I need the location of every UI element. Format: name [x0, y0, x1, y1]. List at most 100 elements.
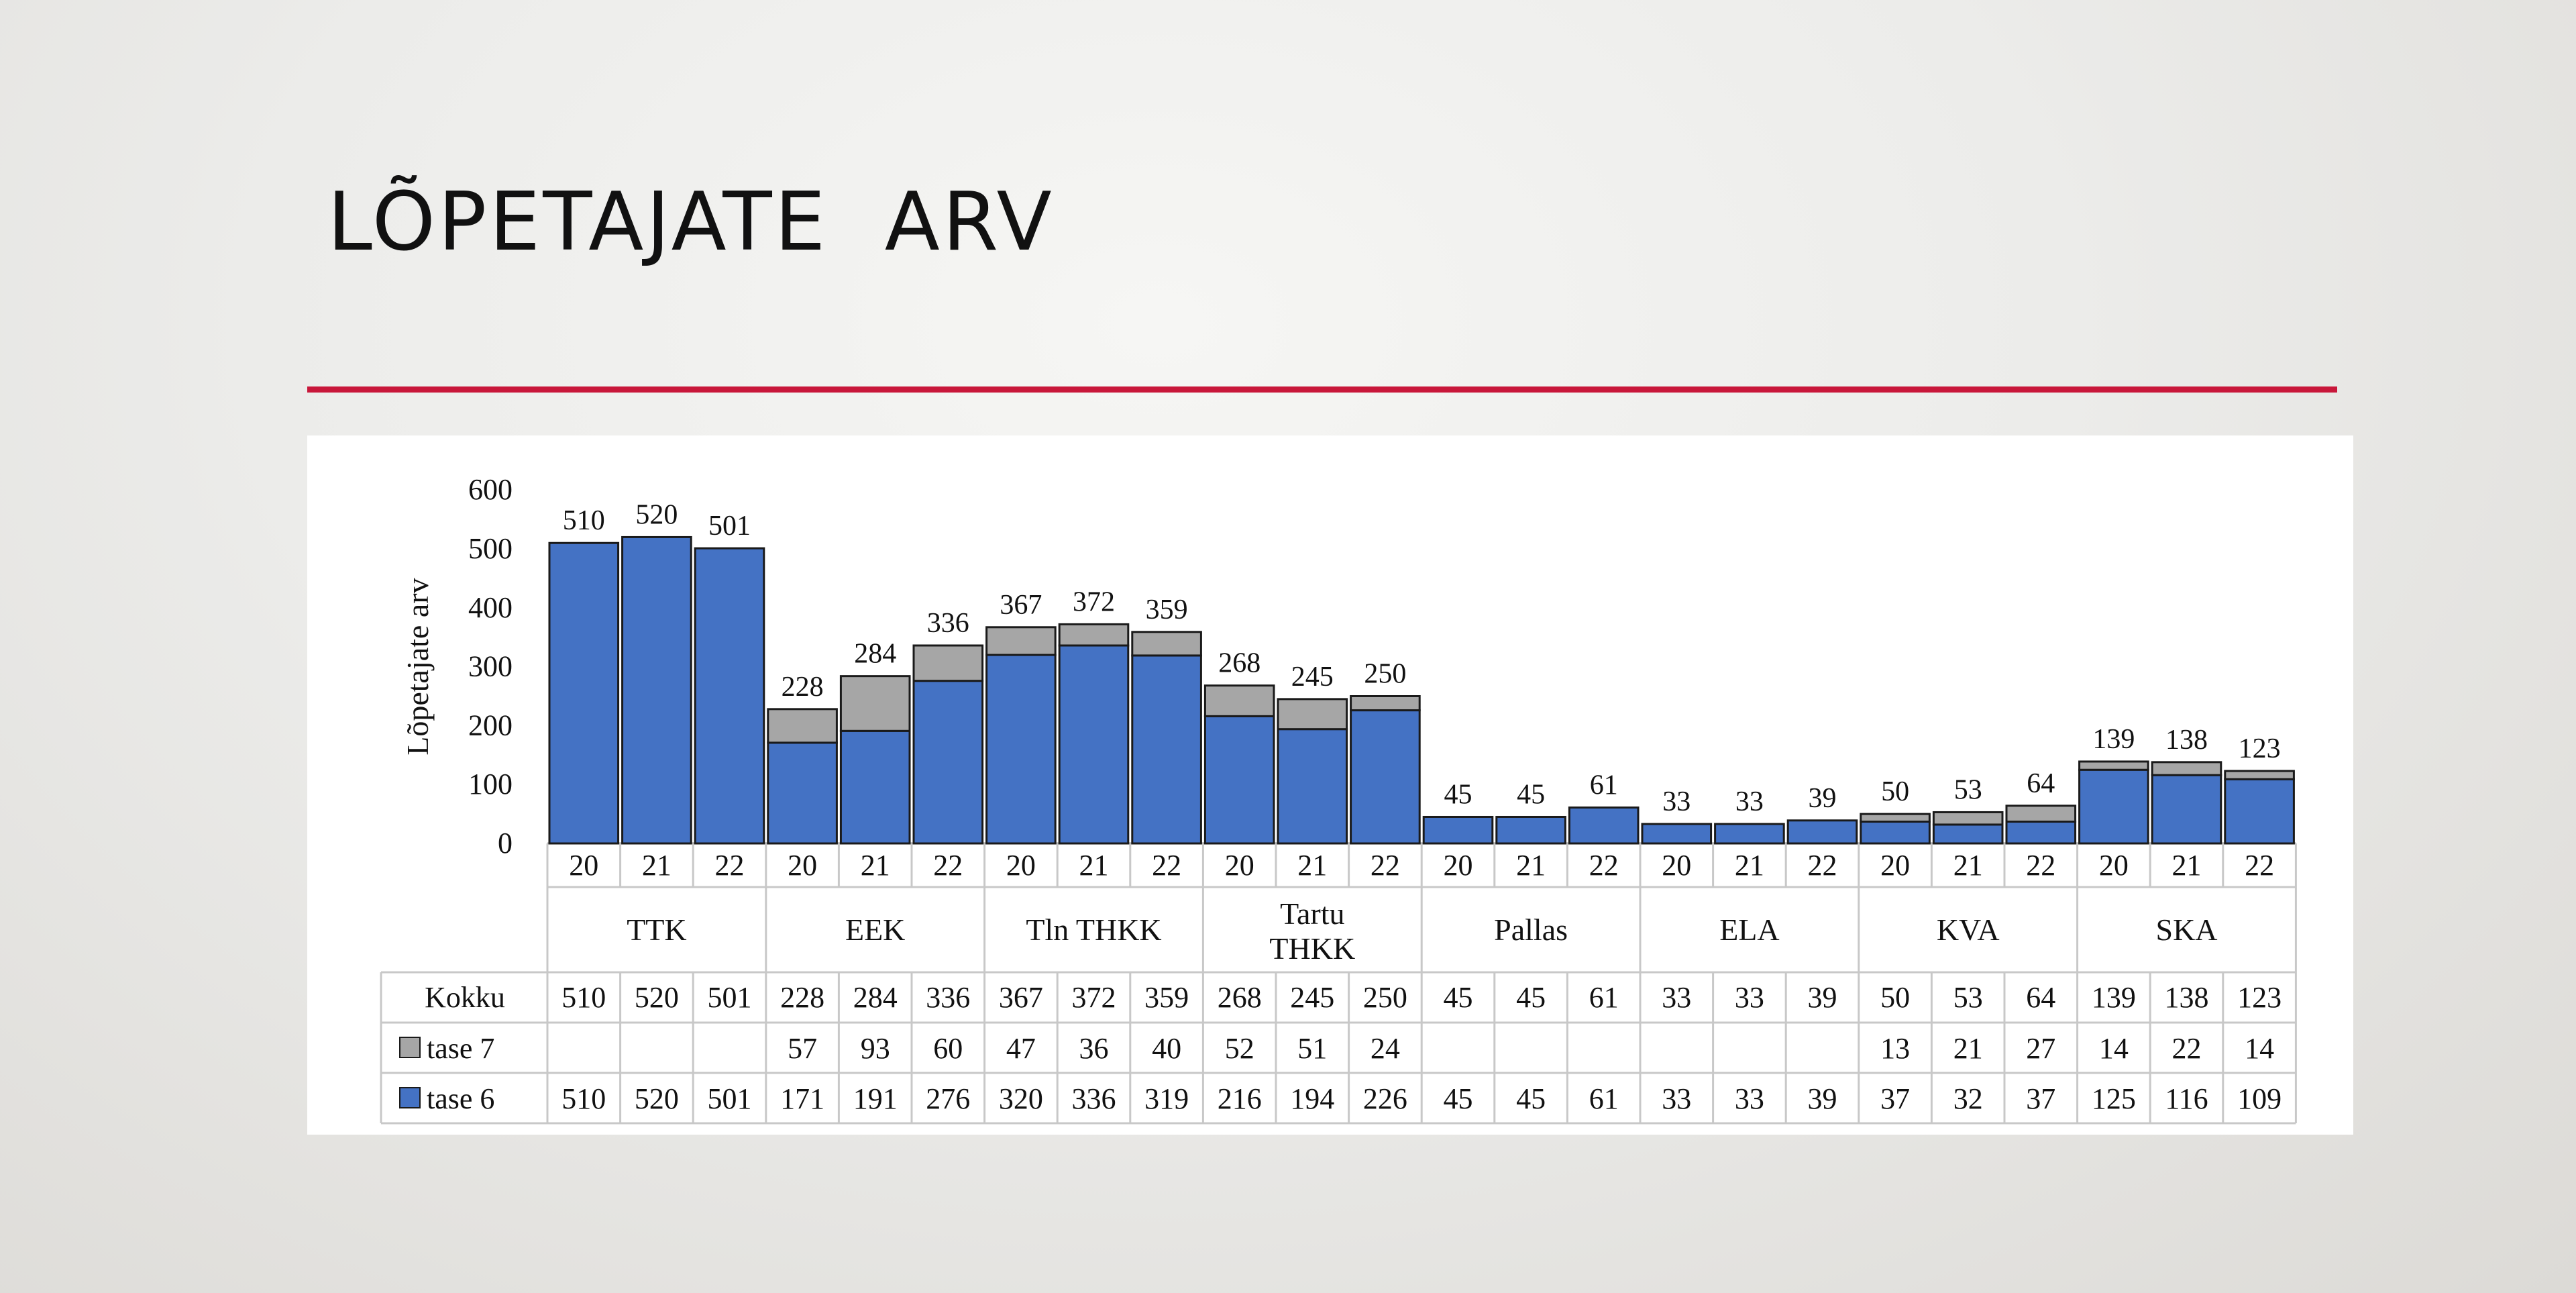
- year-label: 21: [1516, 849, 1546, 882]
- table-cell: 51: [1297, 1032, 1327, 1065]
- year-label: 21: [1735, 849, 1764, 882]
- bar-tase7: [2224, 770, 2295, 780]
- year-label: 20: [1880, 849, 1910, 882]
- data-table: 20 21 22 TTK 20 21 22 EEK 20 21 22 Tln THKK 20 21 22 Ta…: [399, 849, 2282, 1115]
- bar-total-label: 45: [1444, 779, 1472, 810]
- table-cell: 228: [780, 981, 824, 1014]
- y-axis: 0 100 200 300 400 500 600 Lõpetajate arv: [400, 473, 513, 860]
- table-cell: 359: [1144, 981, 1189, 1014]
- bar-tase7: [767, 708, 838, 744]
- group-label: EEK: [845, 913, 905, 947]
- year-label: 20: [1444, 849, 1473, 882]
- group-label: SKA: [2155, 913, 2217, 947]
- table-cell: 520: [635, 1082, 679, 1115]
- year-label: 21: [1297, 849, 1327, 882]
- year-label: 22: [1808, 849, 1837, 882]
- bar-total-label: 284: [854, 639, 896, 670]
- table-cell: 37: [1880, 1082, 1910, 1115]
- year-label: 22: [1371, 849, 1400, 882]
- bar-tase7: [2005, 805, 2077, 823]
- y-axis-label: Lõpetajate arv: [400, 578, 435, 755]
- table-cell: 93: [861, 1032, 890, 1065]
- bar-tase6: [621, 535, 692, 845]
- bar-total-label: 367: [1000, 590, 1042, 621]
- table-cell: 501: [708, 981, 752, 1014]
- table-cell: 125: [2092, 1082, 2136, 1115]
- bar-tase6: [1860, 821, 1931, 845]
- row-label-kokku: Kokku: [425, 981, 505, 1014]
- table-cell: 64: [2026, 981, 2055, 1014]
- y-tick-label: 600: [468, 473, 513, 506]
- table-cell: 45: [1516, 1082, 1546, 1115]
- bar-tase6: [767, 741, 838, 845]
- bar-total-label: 138: [2165, 725, 2208, 756]
- table-cell: 245: [1290, 981, 1334, 1014]
- title-divider: [307, 386, 2337, 393]
- table-cell: 22: [2172, 1032, 2202, 1065]
- bar-total-label: 64: [2027, 768, 2055, 799]
- group-label: ELA: [1719, 913, 1779, 947]
- year-label: 22: [715, 849, 745, 882]
- table-cell: 47: [1006, 1032, 1036, 1065]
- table-cell: 123: [2237, 981, 2282, 1014]
- table-cell: 14: [2245, 1032, 2274, 1065]
- bar-tase6: [1058, 644, 1130, 845]
- bar-tase7: [2078, 760, 2149, 771]
- y-tick-label: 200: [468, 709, 513, 741]
- table-cell: 40: [1152, 1032, 1181, 1065]
- bar-tase6: [1277, 728, 1348, 845]
- group-label: Tln THKK: [1026, 913, 1161, 947]
- table-cell: 39: [1808, 981, 1837, 1014]
- bar-total-label: 139: [2092, 724, 2135, 755]
- bar-tase6: [839, 729, 911, 845]
- bar-tase7: [1350, 695, 1421, 712]
- table-cell: 319: [1144, 1082, 1189, 1115]
- bar-total-label: 268: [1218, 648, 1260, 679]
- year-label: 21: [2172, 849, 2202, 882]
- table-cell: 27: [2026, 1032, 2055, 1065]
- group-label: Pallas: [1494, 913, 1568, 947]
- table-cell: 45: [1444, 1082, 1473, 1115]
- year-label: 21: [642, 849, 672, 882]
- bar-tase6: [2078, 768, 2149, 845]
- year-label: 20: [1225, 849, 1254, 882]
- group-label: KVA: [1937, 913, 2000, 947]
- table-cell: 14: [2099, 1032, 2129, 1065]
- bars: [548, 535, 2295, 845]
- year-label: 22: [2245, 849, 2274, 882]
- bar-tase7: [912, 644, 984, 682]
- table-cell: 216: [1218, 1082, 1262, 1115]
- table-cell: 45: [1516, 981, 1546, 1014]
- y-tick-label: 100: [468, 768, 513, 800]
- bar-total-label: 372: [1073, 586, 1115, 617]
- bar-total-label: 520: [635, 499, 678, 530]
- table-cell: 250: [1363, 981, 1407, 1014]
- table-grid: [380, 842, 2297, 1125]
- table-cell: 21: [1953, 1032, 1983, 1065]
- table-cell: 510: [561, 1082, 606, 1115]
- table-cell: 284: [853, 981, 898, 1014]
- table-cell: 32: [1953, 1082, 1983, 1115]
- table-cell: 33: [1735, 981, 1764, 1014]
- bar-tase6: [2224, 778, 2295, 845]
- bar-total-label: 33: [1735, 786, 1764, 817]
- table-cell: 226: [1363, 1082, 1407, 1115]
- year-label: 20: [569, 849, 598, 882]
- group-label: Tartu THKK: [1269, 896, 1355, 966]
- table-cell: 276: [926, 1082, 970, 1115]
- table-cell: 191: [853, 1082, 898, 1115]
- table-cell: 139: [2092, 981, 2136, 1014]
- legend-swatch: [399, 1087, 421, 1108]
- table-cell: 520: [635, 981, 679, 1014]
- table-cell: 57: [788, 1032, 817, 1065]
- bar-total-label: 245: [1291, 662, 1334, 692]
- table-cell: 61: [1589, 981, 1619, 1014]
- year-label: 21: [1079, 849, 1109, 882]
- year-label: 22: [1589, 849, 1619, 882]
- bar-total-label: 123: [2239, 733, 2281, 764]
- bar-tase6: [1350, 709, 1421, 845]
- bar-tase6: [1568, 806, 1640, 845]
- bar-total-label: 359: [1146, 594, 1188, 625]
- bar-total-label: 228: [782, 672, 824, 703]
